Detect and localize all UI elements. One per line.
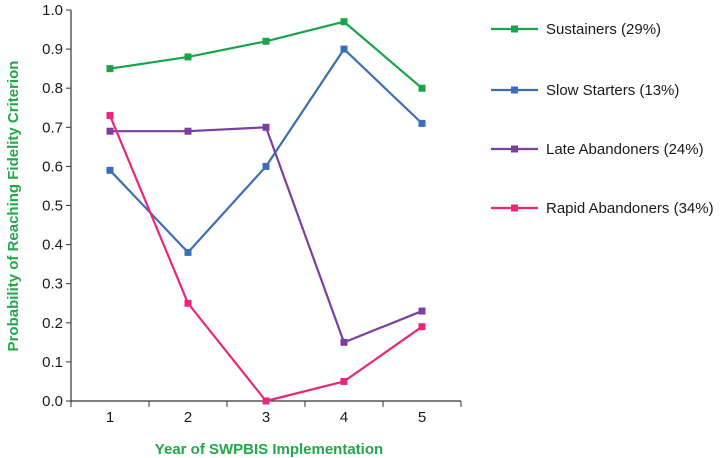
y-tick-label: 0.5 — [42, 198, 63, 215]
y-axis-ticks: 0.0 0.1 0.2 0.3 0.4 0.5 0.6 0.7 0.8 0.9 1.0 — [42, 2, 71, 410]
legend-item: Sustainers (29%) — [491, 21, 661, 38]
y-tick-label: 0.4 — [42, 237, 63, 254]
data-point — [106, 112, 114, 120]
series-line — [109, 47, 423, 254]
legend-marker — [511, 145, 518, 153]
legend-label: Slow Starters (13%) — [546, 82, 679, 99]
y-tick-label: 0.6 — [42, 158, 63, 175]
data-point — [340, 18, 348, 26]
y-tick-label: 0.0 — [42, 393, 63, 410]
legend-marker — [511, 86, 518, 94]
legend-label: Rapid Abandoners (34%) — [546, 200, 714, 217]
data-point — [106, 166, 114, 174]
legend-label: Sustainers (29%) — [546, 21, 661, 38]
data-point — [184, 299, 192, 307]
data-point — [340, 377, 348, 385]
data-point — [418, 119, 426, 127]
y-tick-label: 0.3 — [42, 276, 63, 293]
data-point — [106, 65, 114, 73]
data-point — [418, 307, 426, 315]
legend-marker — [511, 25, 518, 33]
legend-marker — [511, 204, 518, 212]
data-point — [184, 248, 192, 256]
series-2 — [106, 123, 426, 346]
data-point — [418, 84, 426, 92]
y-tick-label: 0.2 — [42, 315, 63, 332]
legend: Sustainers (29%) Slow Starters (13%) Late … — [491, 21, 714, 217]
y-tick-label: 1.0 — [42, 2, 63, 19]
series-3 — [106, 112, 426, 405]
x-tick-label: 2 — [184, 409, 192, 426]
x-tick-label: 5 — [418, 409, 426, 426]
y-tick-label: 0.1 — [42, 354, 63, 371]
data-point — [184, 127, 192, 135]
legend-item: Rapid Abandoners (34%) — [491, 200, 714, 217]
legend-item: Late Abandoners (24%) — [491, 141, 704, 158]
x-axis-ticks: 1 2 3 4 5 — [70, 401, 462, 426]
series-line — [110, 126, 423, 344]
y-tick-label: 0.7 — [42, 119, 63, 136]
series-1 — [106, 45, 426, 256]
legend-item: Slow Starters (13%) — [491, 82, 679, 99]
y-tick-label: 0.8 — [42, 80, 63, 97]
data-point — [262, 123, 270, 131]
series-line — [108, 115, 423, 403]
series-0 — [106, 18, 426, 92]
x-tick-label: 4 — [340, 409, 348, 426]
series-layer — [106, 18, 426, 405]
y-axis-title: Probability of Reaching Fidelity Criteri… — [5, 61, 22, 352]
data-point — [184, 53, 192, 61]
data-point — [418, 323, 426, 331]
data-point — [106, 127, 114, 135]
y-tick-label: 0.9 — [42, 41, 63, 58]
data-point — [340, 338, 348, 346]
legend-label: Late Abandoners (24%) — [546, 141, 704, 158]
data-point — [262, 162, 270, 170]
data-point — [340, 45, 348, 53]
data-point — [262, 37, 270, 45]
x-tick-label: 1 — [106, 409, 114, 426]
x-axis-title: Year of SWPBIS Implementation — [155, 441, 383, 458]
x-tick-label: 3 — [262, 409, 270, 426]
chart-axes — [70, 10, 461, 402]
data-point — [262, 397, 270, 405]
